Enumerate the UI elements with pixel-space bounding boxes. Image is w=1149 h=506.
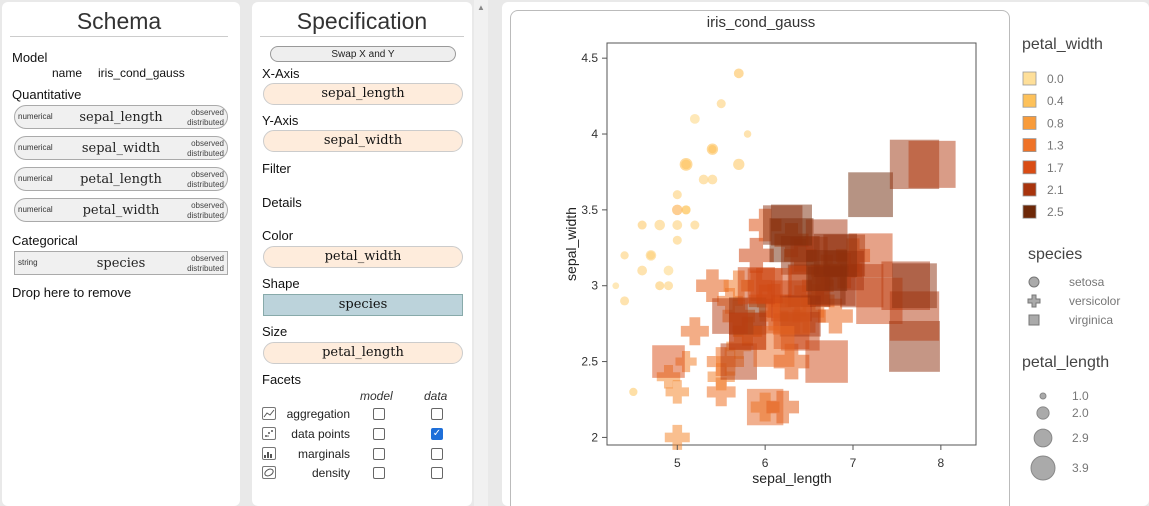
- field-type: numerical: [18, 205, 53, 214]
- field-pill-sepal-length[interactable]: numerical sepal_length observed distribut…: [14, 105, 228, 129]
- size-label: Size: [262, 324, 288, 339]
- field-status: observed distributed: [187, 254, 224, 273]
- field-name: petal_length: [80, 172, 162, 187]
- specification-panel: Specification Swap X and Y X-Axis sepal_…: [252, 2, 472, 506]
- x-axis-slot[interactable]: sepal_length: [263, 83, 463, 105]
- facet-density-model-checkbox[interactable]: [373, 467, 385, 479]
- y-axis-slot[interactable]: sepal_width: [263, 130, 463, 152]
- field-pill-species[interactable]: string species observed distributed: [14, 251, 228, 275]
- marginals-icon: [262, 447, 276, 460]
- field-name: species: [96, 256, 146, 271]
- field-pill-sepal-width[interactable]: numerical sepal_width observed distribute…: [14, 136, 228, 160]
- model-name: iris_cond_gauss: [98, 66, 185, 80]
- line-chart-icon: [262, 407, 276, 420]
- spec-scrollbar[interactable]: [474, 0, 488, 506]
- scatter-icon: [262, 427, 276, 440]
- shape-slot[interactable]: species: [263, 294, 463, 316]
- x-axis-label: X-Axis: [262, 66, 300, 81]
- facet-col-model: model: [360, 389, 393, 403]
- facet-label: density: [311, 466, 350, 480]
- facet-label: data points: [291, 427, 350, 441]
- facet-marginals-model-checkbox[interactable]: [373, 448, 385, 460]
- swap-xy-button[interactable]: Swap X and Y: [270, 46, 456, 62]
- y-axis-label: Y-Axis: [262, 113, 299, 128]
- facet-row-marginals: marginals: [262, 446, 462, 464]
- model-name-key: name: [52, 66, 83, 80]
- spec-title: Specification: [260, 8, 464, 37]
- color-label: Color: [262, 228, 294, 243]
- size-slot[interactable]: petal_length: [263, 342, 463, 364]
- facet-row-data-points: data points ✓: [262, 426, 462, 444]
- field-status: observed distributed: [187, 139, 224, 158]
- facet-data-points-model-checkbox[interactable]: [373, 428, 385, 440]
- density-icon: [262, 466, 276, 479]
- facet-col-data: data: [424, 389, 448, 403]
- field-name: sepal_length: [79, 110, 163, 125]
- quantitative-label: Quantitative: [12, 87, 82, 102]
- field-type: numerical: [18, 143, 53, 152]
- facet-density-data-checkbox[interactable]: [431, 467, 443, 479]
- facet-label: marginals: [297, 447, 350, 461]
- facet-marginals-data-checkbox[interactable]: [431, 448, 443, 460]
- details-label[interactable]: Details: [262, 195, 302, 210]
- field-name: sepal_width: [81, 141, 161, 156]
- field-status: observed distributed: [187, 170, 224, 189]
- filter-label[interactable]: Filter: [262, 161, 291, 176]
- facet-row-aggregation: aggregation: [262, 406, 462, 424]
- field-type: string: [18, 258, 38, 267]
- color-slot[interactable]: petal_width: [263, 246, 463, 268]
- facets-label: Facets: [262, 372, 302, 387]
- model-label: Model: [12, 50, 48, 65]
- shape-label: Shape: [262, 276, 300, 291]
- schema-title: Schema: [10, 8, 228, 37]
- field-type: numerical: [18, 174, 53, 183]
- field-type: numerical: [18, 112, 53, 121]
- facet-label: aggregation: [286, 407, 350, 421]
- drop-zone-remove[interactable]: Drop here to remove: [12, 285, 132, 300]
- facet-aggregation-data-checkbox[interactable]: [431, 408, 443, 420]
- categorical-label: Categorical: [12, 233, 78, 248]
- scroll-up-arrow-icon[interactable]: ▲: [477, 3, 485, 12]
- field-pill-petal-width[interactable]: numerical petal_width observed distribute…: [14, 198, 228, 222]
- facet-aggregation-model-checkbox[interactable]: [373, 408, 385, 420]
- facet-row-density: density: [262, 465, 462, 483]
- plot-frame: [510, 10, 1010, 506]
- field-status: observed distributed: [187, 201, 224, 220]
- field-name: petal_width: [82, 203, 160, 218]
- facet-data-points-data-checkbox[interactable]: ✓: [431, 428, 443, 440]
- field-status: observed distributed: [187, 108, 224, 127]
- schema-panel: Schema Model name iris_cond_gauss Quanti…: [2, 2, 240, 506]
- field-pill-petal-length[interactable]: numerical petal_length observed distribut…: [14, 167, 228, 191]
